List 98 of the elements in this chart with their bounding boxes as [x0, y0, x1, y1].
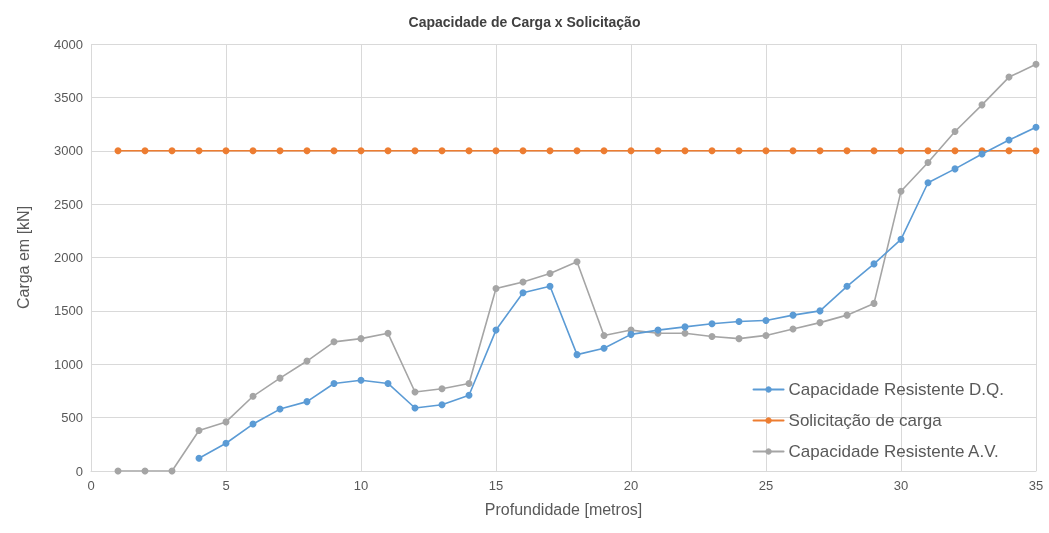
point — [816, 319, 824, 327]
point — [168, 147, 176, 155]
point — [249, 147, 257, 155]
point — [600, 331, 608, 339]
point — [276, 147, 284, 155]
point — [681, 329, 689, 337]
chart-title: Capacidade de Carga x Solicitação — [408, 14, 641, 30]
point — [465, 391, 473, 399]
point — [573, 351, 581, 359]
point — [1032, 123, 1040, 131]
point — [411, 147, 419, 155]
legend-label: Solicitação de carga — [788, 411, 943, 430]
point — [573, 258, 581, 266]
point — [465, 379, 473, 387]
point — [546, 270, 554, 278]
point — [897, 235, 905, 243]
point — [924, 158, 932, 166]
point — [816, 147, 824, 155]
y-tick-label: 4000 — [54, 36, 83, 52]
point — [357, 376, 365, 384]
point — [438, 147, 446, 155]
point — [303, 398, 311, 406]
point — [1032, 147, 1040, 155]
legend-label: Capacidade Resistente D.Q. — [788, 380, 1005, 399]
point — [735, 147, 743, 155]
point — [222, 147, 230, 155]
point — [492, 284, 500, 292]
point — [195, 147, 203, 155]
point — [438, 385, 446, 393]
point — [357, 335, 365, 343]
point — [951, 147, 959, 155]
point — [384, 147, 392, 155]
point — [843, 147, 851, 155]
y-tick-label: 500 — [61, 410, 83, 426]
x-tick-label: 35 — [1028, 478, 1044, 493]
point — [600, 344, 608, 352]
point — [762, 147, 770, 155]
y-tick-label: 2500 — [54, 196, 83, 212]
point — [951, 128, 959, 136]
point — [897, 147, 905, 155]
point — [762, 316, 770, 324]
point — [627, 147, 635, 155]
point — [303, 147, 311, 155]
point — [195, 426, 203, 434]
point — [708, 147, 716, 155]
point — [465, 147, 473, 155]
y-tick-label: 0 — [75, 463, 83, 479]
point — [681, 147, 689, 155]
point — [924, 179, 932, 187]
point — [438, 401, 446, 409]
x-tick-label: 10 — [353, 478, 369, 493]
point — [1032, 60, 1040, 68]
x-tick-label: 20 — [623, 478, 639, 493]
point — [114, 147, 122, 155]
y-tick-label: 2000 — [54, 250, 83, 265]
point — [1005, 147, 1013, 155]
point — [627, 330, 635, 338]
point — [330, 379, 338, 387]
point — [384, 329, 392, 337]
legend-label: Capacidade Resistente A.V. — [788, 442, 999, 461]
point — [762, 331, 770, 339]
y-axis-title: Carga em [kN] — [14, 205, 32, 310]
x-axis-title: Profundidade [metros] — [484, 500, 643, 518]
point — [924, 147, 932, 155]
point — [870, 147, 878, 155]
y-tick-label: 3500 — [54, 89, 83, 105]
point — [357, 147, 365, 155]
x-tick-label: 5 — [222, 478, 230, 493]
point — [600, 147, 608, 155]
point — [708, 320, 716, 328]
point — [573, 147, 581, 155]
point — [708, 333, 716, 340]
point — [654, 147, 662, 155]
x-tick-label: 15 — [488, 478, 504, 493]
point — [897, 187, 905, 195]
point — [330, 147, 338, 155]
point — [789, 147, 797, 155]
point — [195, 454, 203, 462]
point — [519, 289, 527, 297]
point — [870, 299, 878, 307]
point — [843, 282, 851, 290]
y-tick-label: 1000 — [54, 356, 83, 372]
x-tick-label: 0 — [87, 478, 95, 493]
point — [546, 147, 554, 155]
point — [249, 392, 257, 400]
point — [519, 147, 527, 155]
point — [492, 147, 500, 155]
x-tick-label: 30 — [893, 478, 909, 493]
x-tick-label: 25 — [758, 478, 774, 493]
point — [330, 338, 338, 346]
point — [384, 379, 392, 387]
point — [141, 147, 149, 155]
y-tick-label: 3000 — [54, 143, 83, 159]
point — [735, 335, 743, 343]
y-tick-label: 1500 — [54, 303, 83, 319]
point — [546, 282, 554, 290]
point — [222, 439, 230, 447]
point — [735, 318, 743, 326]
